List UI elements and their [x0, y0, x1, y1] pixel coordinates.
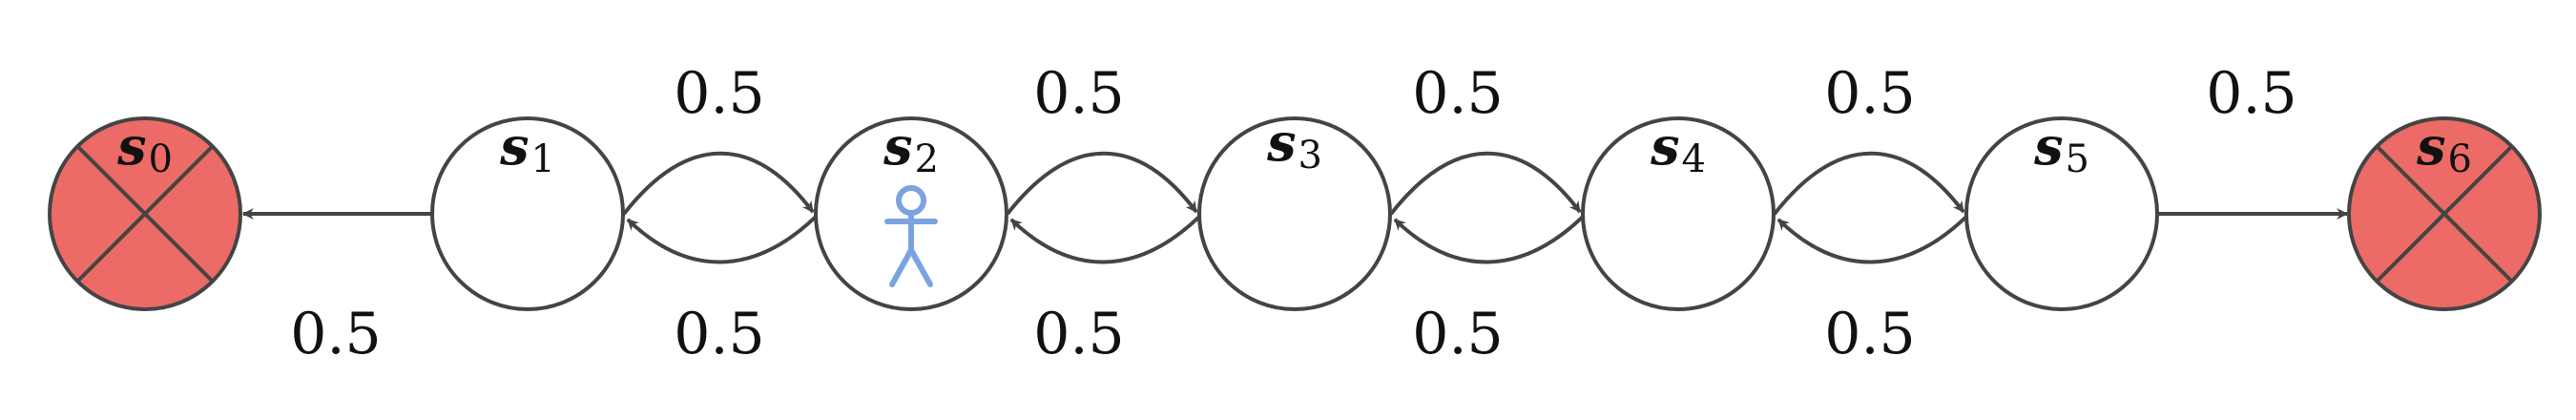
prob-label-s1-s2: 0.5 — [674, 60, 764, 127]
edge-s4-s5 — [1775, 154, 1963, 214]
edge-s3-s2 — [1011, 216, 1200, 262]
state-s5: s5 — [1966, 116, 2157, 309]
state-s6-terminal: s6 — [2349, 116, 2540, 309]
edge-s4-s3 — [1395, 216, 1584, 262]
prob-label-s4-s3: 0.5 — [1412, 301, 1503, 368]
edge-s3-s4 — [1391, 154, 1580, 214]
prob-label-s2-s1: 0.5 — [674, 301, 764, 368]
prob-label-s4-s5: 0.5 — [1824, 60, 1915, 127]
edge-s2-s1 — [628, 216, 817, 262]
prob-label-s1-s0: 0.5 — [290, 301, 381, 368]
prob-label-s5-s6: 0.5 — [2206, 60, 2296, 127]
edge-s5-s4 — [1778, 216, 1967, 262]
edge-s1-s2 — [624, 154, 813, 214]
state-s4: s4 — [1583, 116, 1774, 309]
state-s3: s3 — [1199, 112, 1390, 309]
prob-label-s3-s2: 0.5 — [1033, 301, 1124, 368]
state-s1: s1 — [432, 116, 623, 309]
prob-label-s3-s4: 0.5 — [1412, 60, 1503, 127]
edge-s2-s3 — [1008, 154, 1196, 214]
prob-label-s5-s4: 0.5 — [1824, 301, 1915, 368]
state-s2: s2 — [816, 116, 1007, 309]
state-s0-terminal: s0 — [50, 116, 240, 309]
prob-label-s2-s3: 0.5 — [1033, 60, 1124, 127]
